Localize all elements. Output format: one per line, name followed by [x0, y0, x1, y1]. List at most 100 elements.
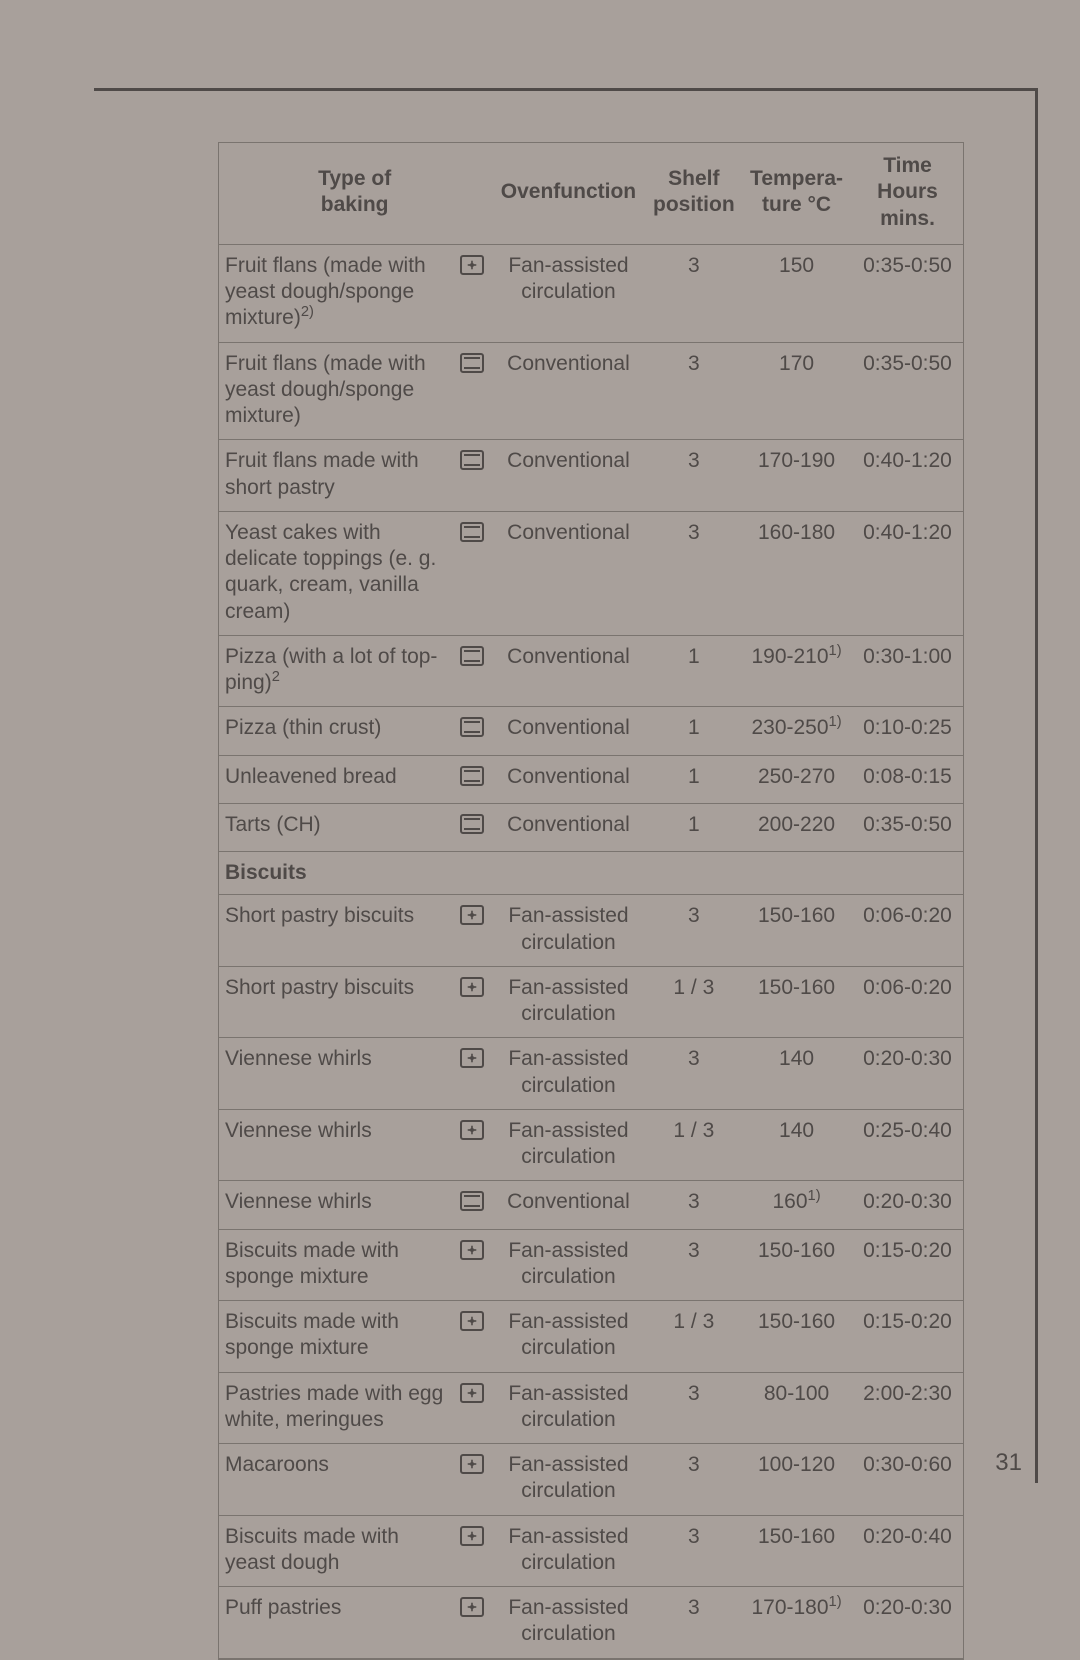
cell-icon: [454, 511, 490, 635]
table-row: Biscuits: [219, 852, 963, 895]
cell-function: Fan-assisted circulation: [490, 1301, 646, 1373]
cell-shelf: 3: [647, 1515, 741, 1587]
cell-type: Short pastry biscuits: [219, 895, 454, 967]
cell-temperature: 150-160: [741, 1515, 852, 1587]
cell-function: Fan-assisted circulation: [490, 1444, 646, 1516]
fan-icon: [460, 905, 484, 925]
cell-temperature: 140: [741, 1109, 852, 1181]
cell-function: Conventional: [490, 1181, 646, 1229]
table-row: Puff pastriesFan-assisted circulation317…: [219, 1587, 963, 1659]
cell-temperature: 150-160: [741, 1229, 852, 1301]
header-shelf: Shelfposition: [647, 143, 741, 244]
table-row: Biscuits made with yeast doughFan-assist…: [219, 1515, 963, 1587]
conventional-icon: [460, 522, 484, 542]
cell-shelf: 3: [647, 1038, 741, 1110]
cell-shelf: 3: [647, 1181, 741, 1229]
cell-time: 0:20-0:30: [852, 1038, 963, 1110]
cell-function: Fan-assisted circulation: [490, 1515, 646, 1587]
cell-icon: [454, 1372, 490, 1444]
cell-time: 2:00-2:30: [852, 1372, 963, 1444]
cell-type: Biscuits made with sponge mixture: [219, 1301, 454, 1373]
cell-type: Biscuits made with sponge mixture: [219, 1229, 454, 1301]
table-row: Tarts (CH)Conventional1200-2200:35-0:50: [219, 803, 963, 851]
cell-shelf: 3: [647, 440, 741, 512]
fan-icon: [460, 1454, 484, 1474]
cell-type: Yeast cakes with delicate toppings (e. g…: [219, 511, 454, 635]
fan-icon: [460, 977, 484, 997]
cell-icon: [454, 440, 490, 512]
cell-time: 0:35-0:50: [852, 244, 963, 342]
cell-function: Conventional: [490, 635, 646, 707]
cell-icon: [454, 1515, 490, 1587]
cell-type: Tarts (CH): [219, 803, 454, 851]
cell-temperature: 100-120: [741, 1444, 852, 1516]
cell-temperature: 140: [741, 1038, 852, 1110]
table-row: Viennese whirls Fan-assisted circulation3…: [219, 1038, 963, 1110]
conventional-icon: [460, 450, 484, 470]
cell-type: Fruit flans made with short pastry: [219, 440, 454, 512]
cell-type: Macaroons: [219, 1444, 454, 1516]
cell-type: Pastries made with egg white, meringues: [219, 1372, 454, 1444]
conventional-icon: [460, 646, 484, 666]
cell-time: 0:30-0:60: [852, 1444, 963, 1516]
table-row: Yeast cakes with delicate toppings (e. g…: [219, 511, 963, 635]
section-header: Biscuits: [219, 852, 963, 895]
baking-table: Type ofbaking Ovenfunction Shelfposition…: [219, 143, 963, 1659]
cell-function: Fan-assisted circulation: [490, 966, 646, 1038]
cell-type: Viennese whirls: [219, 1181, 454, 1229]
baking-table-wrap: Type ofbaking Ovenfunction Shelfposition…: [218, 142, 964, 1660]
cell-function: Conventional: [490, 707, 646, 755]
cell-time: 0:40-1:20: [852, 511, 963, 635]
cell-type: Puff pastries: [219, 1587, 454, 1659]
cell-time: 0:20-0:30: [852, 1587, 963, 1659]
header-temp: Tempera-ture °C: [741, 143, 852, 244]
cell-shelf: 3: [647, 1229, 741, 1301]
cell-type: Pizza (with a lot of top-ping)2: [219, 635, 454, 707]
cell-type: Viennese whirls: [219, 1038, 454, 1110]
table-row: Fruit flans (made with yeast dough/spong…: [219, 342, 963, 440]
cell-type: Pizza (thin crust): [219, 707, 454, 755]
fan-icon: [460, 1240, 484, 1260]
cell-function: Fan-assisted circulation: [490, 895, 646, 967]
cell-icon: [454, 1181, 490, 1229]
cell-shelf: 3: [647, 511, 741, 635]
cell-icon: [454, 1444, 490, 1516]
cell-temperature: 170: [741, 342, 852, 440]
cell-shelf: 1 / 3: [647, 1109, 741, 1181]
conventional-icon: [460, 766, 484, 786]
table-row: Fruit flans (made with yeast dough/spong…: [219, 244, 963, 342]
cell-temperature: 80-100: [741, 1372, 852, 1444]
cell-function: Fan-assisted circulation: [490, 1109, 646, 1181]
table-row: Pastries made with egg white, meringues F…: [219, 1372, 963, 1444]
conventional-icon: [460, 353, 484, 373]
cell-icon: [454, 755, 490, 803]
table-row: Pizza (with a lot of top-ping)2 Conventio…: [219, 635, 963, 707]
cell-shelf: 3: [647, 1444, 741, 1516]
fan-icon: [460, 255, 484, 275]
cell-time: 0:20-0:30: [852, 1181, 963, 1229]
cell-function: Fan-assisted circulation: [490, 1372, 646, 1444]
cell-time: 0:10-0:25: [852, 707, 963, 755]
cell-temperature: 160-180: [741, 511, 852, 635]
cell-function: Fan-assisted circulation: [490, 1587, 646, 1659]
cell-icon: [454, 635, 490, 707]
cell-type: Fruit flans (made with yeast dough/spong…: [219, 342, 454, 440]
conventional-icon: [460, 717, 484, 737]
cell-function: Fan-assisted circulation: [490, 1038, 646, 1110]
cell-icon: [454, 803, 490, 851]
cell-icon: [454, 244, 490, 342]
cell-time: 0:25-0:40: [852, 1109, 963, 1181]
cell-time: 0:08-0:15: [852, 755, 963, 803]
fan-icon: [460, 1048, 484, 1068]
table-row: Biscuits made with sponge mixtureFan-ass…: [219, 1229, 963, 1301]
cell-function: Conventional: [490, 755, 646, 803]
cell-shelf: 1: [647, 755, 741, 803]
cell-time: 0:06-0:20: [852, 895, 963, 967]
cell-shelf: 3: [647, 342, 741, 440]
cell-type: Viennese whirls: [219, 1109, 454, 1181]
cell-temperature: 230-2501): [741, 707, 852, 755]
cell-shelf: 3: [647, 895, 741, 967]
conventional-icon: [460, 1191, 484, 1211]
cell-time: 0:35-0:50: [852, 342, 963, 440]
cell-shelf: 1 / 3: [647, 966, 741, 1038]
